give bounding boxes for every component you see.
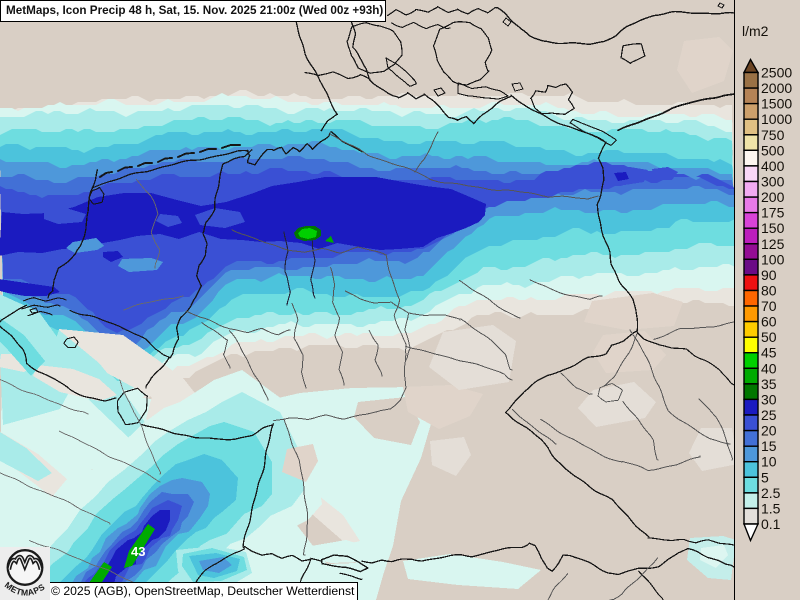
svg-text:35: 35 [761,376,777,392]
svg-text:2500: 2500 [761,65,792,81]
svg-text:0.1: 0.1 [761,516,781,532]
svg-text:1.5: 1.5 [761,500,781,516]
svg-text:400: 400 [761,158,785,174]
svg-text:150: 150 [761,220,785,236]
svg-text:1000: 1000 [761,111,792,127]
svg-text:20: 20 [761,423,777,439]
svg-text:l/m2: l/m2 [742,23,769,39]
svg-text:750: 750 [761,127,785,143]
svg-text:43: 43 [131,544,145,559]
svg-text:300: 300 [761,174,785,190]
svg-text:70: 70 [761,298,777,314]
svg-text:30: 30 [761,391,777,407]
svg-text:175: 175 [761,205,785,221]
svg-text:2000: 2000 [761,80,792,96]
svg-text:25: 25 [761,407,777,423]
svg-text:80: 80 [761,283,777,299]
svg-text:10: 10 [761,454,777,470]
svg-text:1500: 1500 [761,96,792,112]
svg-text:50: 50 [761,329,777,345]
svg-text:100: 100 [761,251,785,267]
svg-text:60: 60 [761,314,777,330]
svg-text:15: 15 [761,438,777,454]
svg-text:90: 90 [761,267,777,283]
svg-text:125: 125 [761,236,785,252]
svg-text:5: 5 [761,469,769,485]
svg-text:500: 500 [761,142,785,158]
svg-text:200: 200 [761,189,785,205]
svg-text:45: 45 [761,345,777,361]
svg-text:40: 40 [761,360,777,376]
svg-text:2.5: 2.5 [761,485,781,501]
